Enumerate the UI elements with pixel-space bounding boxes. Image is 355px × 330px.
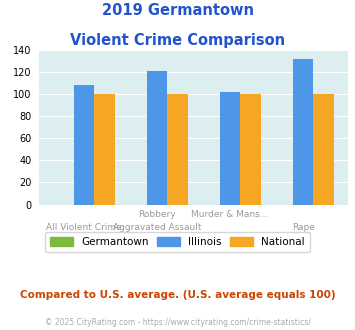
Bar [220,92,240,205]
Text: Rape: Rape [292,223,315,232]
Legend: Germantown, Illinois, National: Germantown, Illinois, National [45,232,310,252]
Text: Compared to U.S. average. (U.S. average equals 100): Compared to U.S. average. (U.S. average … [20,290,335,300]
Bar [313,94,334,205]
Text: Violent Crime Comparison: Violent Crime Comparison [70,33,285,48]
Bar [73,85,94,205]
Bar [293,59,313,205]
Text: Murder & Mans...: Murder & Mans... [191,210,269,218]
Bar [240,94,261,205]
Text: © 2025 CityRating.com - https://www.cityrating.com/crime-statistics/: © 2025 CityRating.com - https://www.city… [45,318,310,327]
Bar [147,71,167,205]
Bar [167,94,188,205]
Text: Robbery: Robbery [138,210,176,218]
Text: 2019 Germantown: 2019 Germantown [102,3,253,18]
Text: Aggravated Assault: Aggravated Assault [113,223,201,232]
Bar [94,94,115,205]
Text: All Violent Crime: All Violent Crime [46,223,122,232]
